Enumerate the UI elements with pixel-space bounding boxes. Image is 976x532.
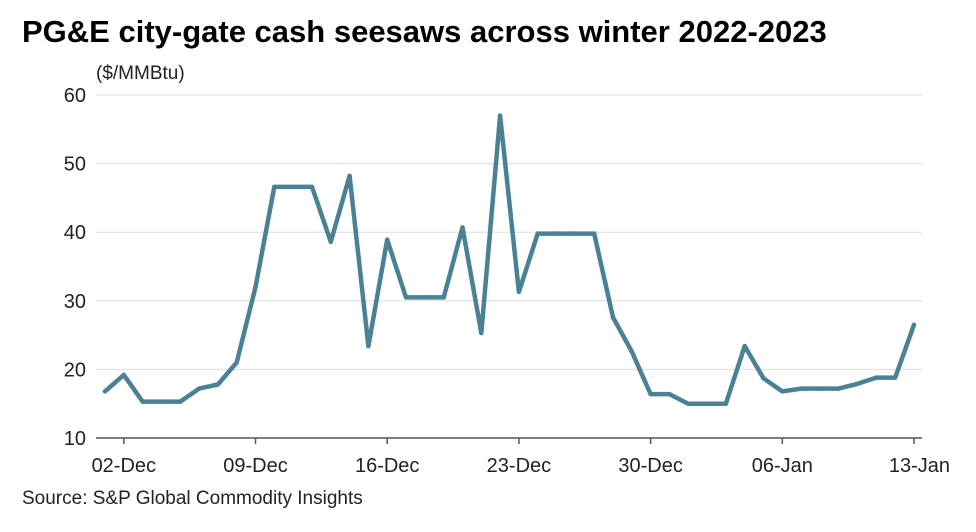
data-point <box>855 381 860 387</box>
series-line <box>102 113 917 406</box>
data-point <box>159 399 164 404</box>
gridlines <box>96 94 922 444</box>
data-point <box>836 386 841 391</box>
data-point <box>704 401 710 406</box>
data-point <box>328 239 333 245</box>
data-point <box>196 386 202 391</box>
data-point <box>422 295 428 300</box>
data-point <box>742 343 747 349</box>
data-point <box>591 231 597 236</box>
data-point <box>629 349 634 354</box>
data-point <box>347 173 352 179</box>
x-tick-label: 02-Dec <box>92 455 156 477</box>
series-group <box>102 113 917 406</box>
chart-title: PG&E city-gate cash seesaws across winte… <box>22 14 827 49</box>
data-point <box>253 284 258 290</box>
data-point <box>874 375 879 380</box>
data-point <box>798 386 804 391</box>
data-point <box>403 295 409 300</box>
y-tick-label: 30 <box>64 291 86 313</box>
x-tick-label: 06-Jan <box>752 455 813 477</box>
x-tick-labels: 02-Dec 09-Dec 16-Dec 23-Dec 30-Dec 06-Jan 13-J… <box>92 455 950 477</box>
data-point <box>272 184 277 190</box>
y-tick-label: 40 <box>64 222 86 244</box>
data-point <box>573 231 578 236</box>
data-point <box>479 330 484 336</box>
data-point <box>140 399 145 404</box>
x-tick-label: 16-Dec <box>355 455 419 477</box>
data-point <box>667 391 672 397</box>
data-point <box>215 382 221 387</box>
data-point <box>497 113 503 118</box>
x-tick-label: 30-Dec <box>618 455 682 477</box>
y-tick-labels: 10 20 30 40 50 60 <box>64 85 86 450</box>
data-point <box>290 184 296 190</box>
data-point <box>234 360 239 365</box>
y-axis-unit-label: ($/MMBtu) <box>96 63 185 84</box>
data-point <box>385 237 390 242</box>
y-tick-label: 20 <box>64 359 86 381</box>
x-tick-label: 09-Dec <box>223 455 287 477</box>
data-point <box>366 343 371 349</box>
data-point <box>817 386 823 391</box>
data-point <box>761 376 766 381</box>
data-point <box>780 389 785 394</box>
data-point <box>892 375 898 380</box>
data-point <box>516 289 522 295</box>
y-tick-label: 50 <box>64 154 86 176</box>
data-point <box>178 399 183 404</box>
data-point <box>121 372 127 378</box>
data-point <box>102 389 108 394</box>
data-point <box>911 322 917 328</box>
data-point <box>723 401 729 406</box>
x-tick-label: 13-Jan <box>889 455 950 477</box>
data-point <box>648 391 653 397</box>
data-point <box>554 231 559 236</box>
data-point <box>535 231 540 236</box>
y-tick-label: 60 <box>64 85 86 107</box>
source-note: Source: S&P Global Commodity Insights <box>22 488 363 509</box>
data-point <box>460 225 465 230</box>
y-tick-label: 10 <box>64 428 86 450</box>
x-tick-label: 23-Dec <box>487 455 551 477</box>
data-point <box>610 315 616 320</box>
data-point <box>441 295 446 300</box>
data-point <box>309 184 315 190</box>
data-point <box>686 401 691 406</box>
